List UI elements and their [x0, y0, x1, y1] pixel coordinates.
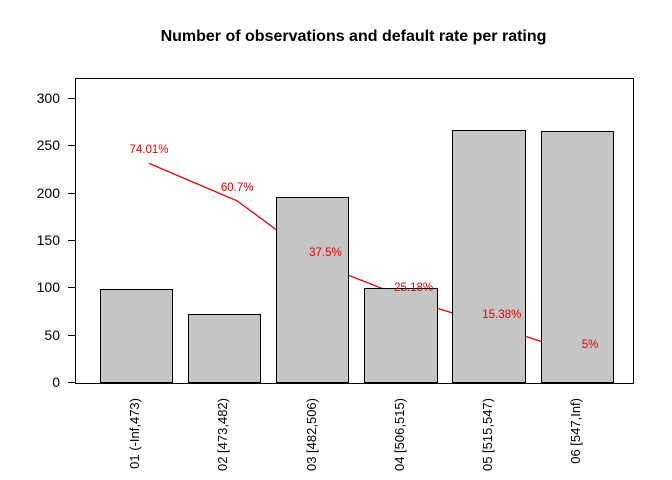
x-axis-label: 04 [506,515): [391, 398, 407, 472]
y-axis-tick: [68, 192, 75, 194]
bar-02: [187, 313, 262, 383]
x-axis-label: 03 [482,506): [303, 398, 319, 472]
chart-title: Number of observations and default rate …: [160, 28, 547, 45]
bar-04: [364, 288, 438, 383]
x-axis-label: 05 [515,547): [480, 398, 496, 472]
y-axis-label: 0: [52, 374, 60, 390]
x-axis-label: 01 (-Inf,473): [127, 398, 143, 469]
y-axis-label: 200: [36, 184, 60, 201]
default-rate-label: 37.5%: [309, 247, 342, 260]
y-axis-tick: [68, 287, 75, 289]
y-axis-tick: [68, 98, 75, 99]
y-axis-label: 150: [36, 232, 60, 248]
bar-03: [275, 197, 350, 383]
bar-05: [452, 130, 526, 383]
y-axis-tick: [68, 334, 75, 336]
y-axis-label: 100: [36, 279, 60, 296]
y-axis-tick: [68, 240, 75, 241]
x-axis-label: 06 [547,Inf): [568, 398, 584, 464]
y-axis-tick: [68, 382, 75, 383]
bar-01: [99, 289, 173, 383]
y-axis-label: 300: [36, 90, 60, 106]
default-rate-label: 74.01%: [129, 144, 169, 157]
default-rate-label: 5%: [581, 338, 599, 351]
y-axis-label: 250: [36, 137, 60, 154]
plot-area: 74.01% 60.7% 37.5% 25.18% 15.38% 5%: [75, 78, 634, 384]
x-axis-label: 02 [473,482): [215, 398, 231, 472]
y-axis-label: 50: [44, 326, 60, 343]
y-axis-tick: [68, 145, 75, 147]
default-rate-label: 15.38%: [482, 309, 522, 322]
bar-06: [540, 131, 614, 383]
default-rate-label: 25.18%: [394, 281, 434, 294]
default-rate-label: 60.7%: [220, 181, 254, 194]
